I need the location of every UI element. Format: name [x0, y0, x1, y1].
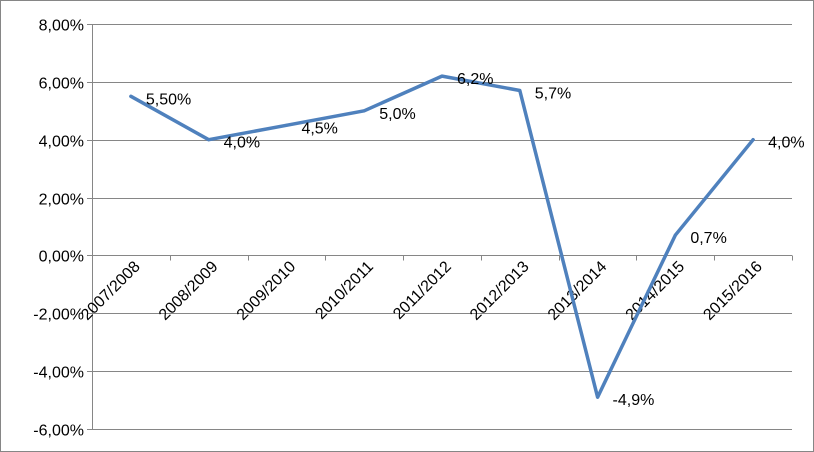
data-label: 4,0% — [768, 135, 804, 152]
data-point — [129, 94, 133, 98]
data-label: 5,0% — [379, 106, 415, 123]
axes — [87, 24, 793, 430]
data-point — [284, 123, 288, 127]
y-tick-label: 6,00% — [39, 76, 84, 93]
data-label: 0,7% — [690, 230, 726, 247]
y-axis-tick-labels: 8,00% 6,00% 4,00% 2,00% 0,00% -2,00% -4,00% -6,… — [33, 18, 84, 440]
data-point — [518, 89, 522, 93]
series-layer — [129, 74, 755, 399]
data-label: 5,50% — [146, 91, 191, 108]
data-label: 4,5% — [301, 120, 337, 137]
data-label: 6,2% — [457, 71, 493, 88]
data-labels: 5,50% 4,0% 4,5% 5,0% 6,2% 5,7% -4,9% 0,7% 4,0% — [146, 71, 805, 409]
gridlines — [92, 24, 792, 430]
data-point — [751, 138, 755, 142]
y-tick-label: -4,00% — [33, 365, 84, 382]
y-tick-label: -2,00% — [33, 307, 84, 324]
data-point — [362, 109, 366, 113]
data-label: -4,9% — [613, 392, 655, 409]
data-point — [673, 233, 677, 237]
data-point — [596, 395, 600, 399]
data-label: 5,7% — [535, 86, 571, 103]
y-tick-label: 4,00% — [39, 134, 84, 151]
series-line — [129, 74, 755, 399]
data-label: 4,0% — [224, 135, 260, 152]
data-point — [207, 138, 211, 142]
data-point — [440, 74, 444, 78]
y-tick-label: 2,00% — [39, 192, 84, 209]
y-tick-label: 0,00% — [39, 249, 84, 266]
y-tick-label: 8,00% — [39, 18, 84, 35]
y-tick-label: -6,00% — [33, 423, 84, 440]
